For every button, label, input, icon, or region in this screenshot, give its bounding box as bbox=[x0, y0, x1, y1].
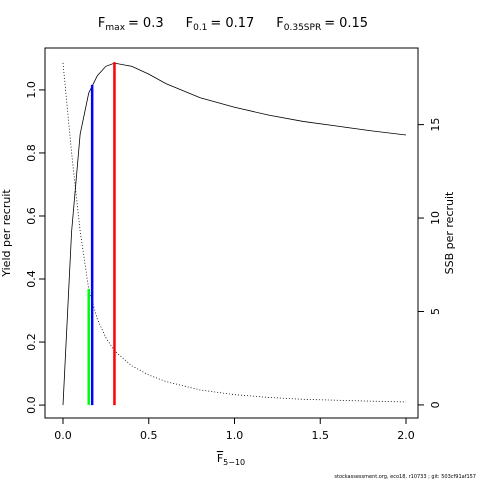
title-sub: 0.35SPR bbox=[284, 23, 321, 33]
y2-tick-label: 0 bbox=[429, 401, 442, 408]
y-tick-label: 0.4 bbox=[25, 270, 38, 288]
title-value: 0.15 bbox=[339, 16, 368, 31]
footer: stockassessment.org, eco18, r10733 ; git… bbox=[334, 474, 476, 480]
chart-title: Fmax = 0.3 F0.1 = 0.17 F0.35SPR = 0.15 bbox=[98, 16, 368, 33]
title-symbol: F bbox=[276, 16, 283, 31]
x-tick-label: 0.5 bbox=[140, 429, 158, 442]
title-value: 0.17 bbox=[225, 16, 254, 31]
title-eq: = bbox=[128, 16, 139, 31]
x-label-sub: 5−10 bbox=[223, 458, 245, 467]
y2-tick-label: 5 bbox=[429, 308, 442, 315]
title-sub: 0.1 bbox=[193, 23, 207, 33]
title-sub: max bbox=[105, 23, 125, 33]
x-tick-label: 1.0 bbox=[226, 429, 244, 442]
y-tick-label: 0.8 bbox=[25, 144, 38, 162]
y2-tick-label: 10 bbox=[429, 211, 442, 225]
title-value: 0.3 bbox=[143, 16, 164, 31]
title-symbol: F bbox=[186, 16, 193, 31]
x-tick-label: 1.5 bbox=[311, 429, 329, 442]
title-symbol: F bbox=[98, 16, 105, 31]
series-line bbox=[62, 62, 407, 406]
title-eq: = bbox=[324, 16, 335, 31]
y2-axis-label: SSB per recruit bbox=[443, 191, 456, 274]
y-tick-label: 0.0 bbox=[25, 396, 38, 414]
x-label-main: F bbox=[217, 452, 223, 465]
x-tick-label: 0.0 bbox=[54, 429, 72, 442]
title-eq: = bbox=[210, 16, 221, 31]
plot-box bbox=[44, 47, 419, 419]
x-tick-label: 2.0 bbox=[397, 429, 415, 442]
y-tick-label: 0.6 bbox=[25, 207, 38, 225]
y2-tick-label: 15 bbox=[429, 118, 442, 132]
y-axis-label: Yield per recruit bbox=[0, 189, 13, 278]
x-axis-label: F5−10 bbox=[217, 452, 245, 467]
y-tick-label: 1.0 bbox=[25, 81, 38, 99]
y-tick-label: 0.2 bbox=[25, 333, 38, 351]
